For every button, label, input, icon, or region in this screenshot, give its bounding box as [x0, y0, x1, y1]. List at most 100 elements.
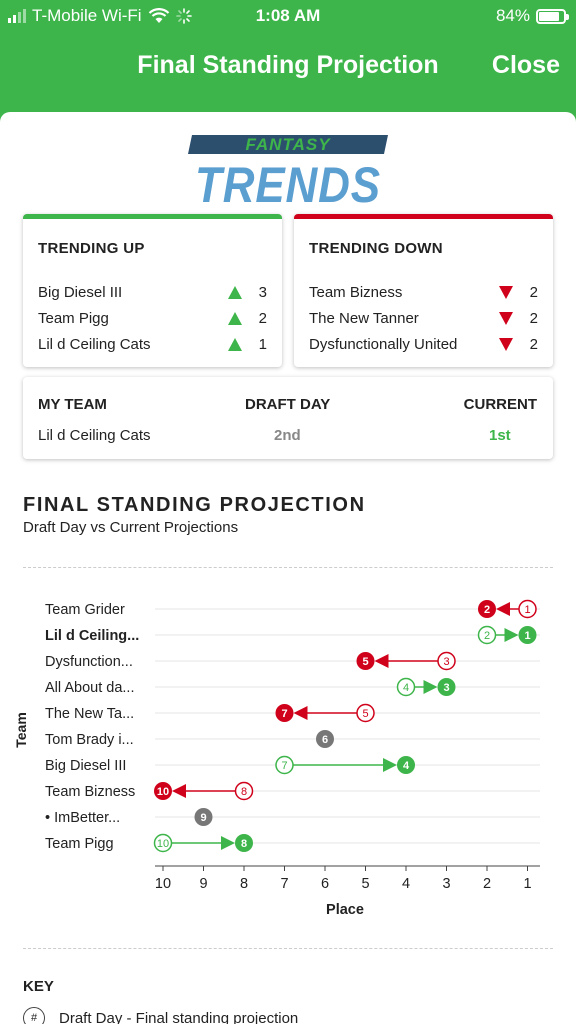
draft-point — [437, 651, 456, 671]
x-tick-label: 5 — [361, 876, 369, 892]
trending-down-title: TRENDING DOWN — [309, 240, 443, 257]
battery-icon — [536, 8, 569, 24]
team-label: Big Diesel III — [45, 758, 126, 774]
status-bar: T-Mobile Wi-Fi 1:08 AM 84% — [0, 0, 576, 34]
arrow-up-icon — [228, 337, 242, 351]
draft-point-label: 10 — [157, 838, 169, 850]
divider — [23, 567, 553, 568]
logo-bottom-text: TRENDS — [195, 157, 381, 206]
current-point-label: 2 — [484, 604, 490, 616]
arrow-up-icon — [228, 285, 242, 299]
x-tick-label: 8 — [240, 876, 248, 892]
x-tick-label: 6 — [321, 876, 329, 892]
current-point — [235, 834, 253, 852]
list-item: Team Bizness 2 — [309, 283, 538, 301]
x-tick-label: 3 — [442, 876, 450, 892]
signal-icon — [8, 9, 26, 23]
team-label: All About da... — [45, 680, 134, 696]
activity-spinner-icon — [175, 8, 192, 24]
draft-point — [477, 625, 497, 645]
my-team-name: Lil d Ceiling Cats — [38, 427, 151, 444]
battery-percent: 84% — [495, 6, 530, 25]
draft-day-value: 2nd — [274, 427, 301, 444]
current-point-label: 10 — [157, 786, 169, 798]
section-subtitle: Draft Day vs Current Projections — [23, 519, 239, 536]
key-row: # Draft Day - Final standing projection — [23, 1007, 298, 1024]
current-value: 1st — [489, 427, 511, 444]
list-item: Team Pigg 2 — [38, 309, 267, 327]
team-label: Lil d Ceiling... — [45, 628, 139, 644]
close-button[interactable]: Close — [491, 51, 560, 79]
logo-top-text: FANTASY — [245, 135, 331, 154]
arrow-down-icon — [499, 337, 513, 351]
draft-point-label: 3 — [443, 656, 449, 668]
move-arrow — [172, 784, 186, 798]
current-point — [518, 626, 537, 644]
draft-point — [396, 677, 416, 697]
draft-point-label: 2 — [484, 630, 490, 642]
status-time: 1:08 AM — [255, 6, 321, 25]
current-point — [478, 600, 496, 618]
arrow-down-icon — [499, 285, 513, 299]
current-point — [194, 808, 213, 826]
draft-day-header: DRAFT DAY — [245, 396, 331, 413]
move-arrow — [293, 706, 308, 720]
arrow-down-icon — [499, 311, 513, 325]
x-tick-label: 4 — [402, 876, 410, 892]
current-point-label: 7 — [281, 708, 287, 720]
current-point — [275, 704, 294, 722]
current-point — [437, 678, 456, 696]
y-axis-label: Team — [13, 712, 29, 748]
x-tick-label: 2 — [483, 876, 491, 892]
divider — [23, 948, 553, 949]
wifi-icon — [148, 8, 169, 23]
current-point-label: 4 — [403, 760, 410, 772]
list-item: Dysfunctionally United 2 — [309, 335, 538, 353]
draft-point-label: 5 — [362, 708, 368, 720]
list-item: Lil d Ceiling Cats 1 — [38, 335, 267, 353]
current-point — [356, 652, 375, 670]
section-title: FINAL STANDING PROJECTION — [23, 494, 366, 516]
trending-down-card: TRENDING DOWN Team Bizness 2 The New Tan… — [294, 214, 553, 367]
my-team-card: MY TEAM DRAFT DAY CURRENT Lil d Ceiling … — [23, 377, 553, 459]
draft-point — [518, 599, 537, 619]
standings-chart: Team Team Grider 1 2 Lil d Ceiling... 2 1 Dysfu… — [13, 599, 540, 918]
current-point-label: 3 — [443, 682, 449, 694]
move-arrow — [221, 836, 235, 850]
team-label: The New Ta... — [45, 706, 134, 722]
team-label: • ImBetter... — [45, 810, 120, 826]
page-title: Final Standing Projection — [137, 51, 439, 79]
current-point — [154, 782, 172, 800]
key-draft-symbol: # — [23, 1007, 45, 1024]
move-arrow — [423, 680, 438, 694]
trending-up-card: TRENDING UP Big Diesel III 3 Team Pigg 2… — [23, 214, 282, 367]
move-arrow — [383, 758, 397, 772]
key-title: KEY — [23, 978, 54, 995]
current-point-label: 5 — [362, 656, 368, 668]
current-point — [397, 756, 415, 774]
team-label: Dysfunction... — [45, 654, 133, 670]
draft-point — [234, 781, 254, 801]
current-header: CURRENT — [463, 396, 537, 413]
draft-point — [275, 755, 294, 775]
trending-up-list: Big Diesel III 3 Team Pigg 2 Lil d Ceili… — [38, 279, 267, 357]
list-item: Big Diesel III 3 — [38, 283, 267, 301]
nav-bar: Final Standing Projection Close — [0, 34, 576, 100]
list-item: The New Tanner 2 — [309, 309, 538, 327]
draft-point — [153, 833, 173, 853]
trending-up-title: TRENDING UP — [38, 240, 145, 257]
x-tick-label: 7 — [280, 876, 288, 892]
team-label: Team Grider — [45, 602, 125, 618]
draft-point-label: 1 — [524, 604, 530, 616]
team-label: Tom Brady i... — [45, 732, 134, 748]
current-point-label: 8 — [241, 838, 247, 850]
draft-point-label: 4 — [403, 682, 409, 694]
current-point — [316, 730, 334, 748]
trending-down-list: Team Bizness 2 The New Tanner 2 Dysfunct… — [309, 279, 538, 357]
move-arrow — [504, 628, 519, 642]
carrier-label: T-Mobile Wi-Fi — [32, 6, 142, 25]
draft-point-label: 8 — [241, 786, 247, 798]
x-axis-label: Place — [326, 902, 364, 918]
current-point-label: 6 — [322, 734, 328, 746]
key-draft-label: Draft Day - Final standing projection — [59, 1009, 299, 1024]
